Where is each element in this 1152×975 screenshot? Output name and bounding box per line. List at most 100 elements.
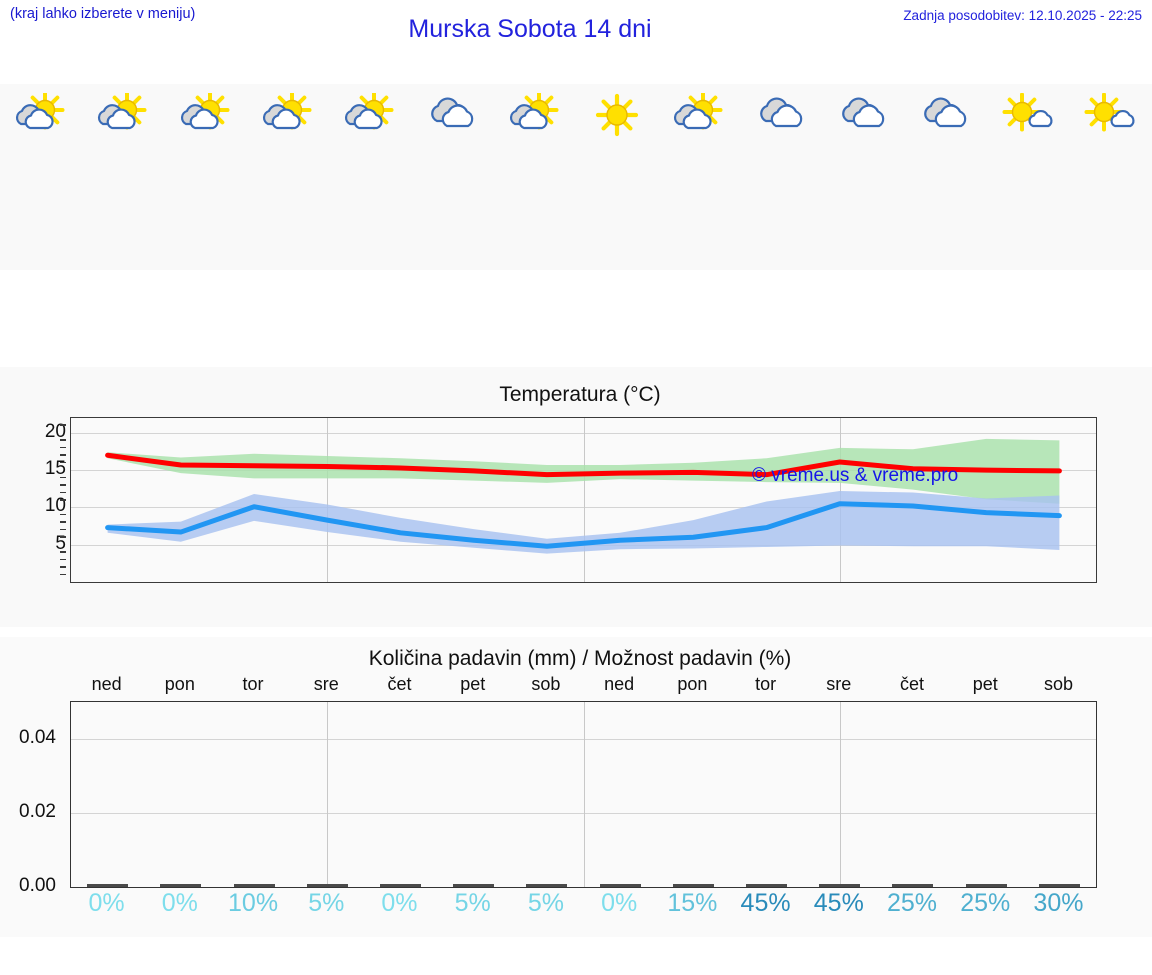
- temperature-y-minor-tick: [60, 573, 66, 576]
- precipitation-day-label: ned: [604, 674, 635, 694]
- precipitation-bar: [672, 884, 714, 887]
- page-title: Murska Sobota 14 dni: [408, 15, 652, 43]
- forecast-day-column[interactable]: [494, 84, 576, 270]
- temperature-y-minor-tick: [60, 484, 66, 486]
- precipitation-day-label: čet: [387, 674, 412, 694]
- cloudy-icon: [424, 93, 482, 137]
- precipitation-bar: [526, 884, 568, 887]
- mostly-sunny-icon: [1082, 93, 1140, 137]
- forecast-day-column[interactable]: [741, 84, 823, 270]
- gridline-vertical: [839, 702, 841, 887]
- cloudy-icon: [917, 93, 975, 137]
- forecast-day-column[interactable]: [905, 84, 987, 270]
- temperature-y-minor-tick: [60, 454, 66, 456]
- precipitation-x-axis-labels: ned pon tor sre čet pet sob ned pon tor sre čet pet s…: [70, 674, 1095, 698]
- precipitation-day-label: sob: [531, 674, 561, 694]
- temperature-y-minor-tick: [60, 424, 66, 426]
- precipitation-day-label: sob: [1043, 674, 1073, 694]
- precipitation-y-tick-label: 0.02: [19, 801, 56, 822]
- temperature-y-minor-tick: [60, 439, 66, 441]
- temperature-y-tick-label: 20: [44, 420, 66, 442]
- precipitation-chart-title: Količina padavin (mm) / Možnost padavin …: [368, 647, 792, 670]
- precipitation-probability-label: 15%: [667, 889, 718, 917]
- precipitation-probability-label: 0%: [88, 889, 125, 917]
- precipitation-bar: [453, 884, 495, 887]
- temperature-y-tick-label: 10: [44, 495, 66, 517]
- page-header: (kraj lahko izberete v meniju) Murska So…: [0, 0, 1152, 62]
- last-update-text: Zadnja posodobitev: 12.10.2025 - 22:25: [903, 8, 1142, 23]
- temperature-y-minor-tick: [60, 446, 66, 449]
- precipitation-y-axis: 0.00 0.02 0.04: [0, 701, 64, 896]
- forecast-day-column[interactable]: [0, 84, 82, 270]
- temperature-y-minor-tick: [60, 566, 66, 568]
- precipitation-bar: [379, 884, 421, 887]
- forecast-day-column[interactable]: [165, 84, 247, 270]
- sunny-icon: [588, 93, 646, 137]
- temperature-y-minor-tick: [60, 528, 66, 531]
- forecast-day-column[interactable]: [411, 84, 493, 270]
- menu-hint-text: (kraj lahko izberete v meniju): [10, 6, 196, 22]
- forecast-day-column[interactable]: [658, 84, 740, 270]
- precipitation-probability-label: 5%: [454, 889, 491, 917]
- precipitation-day-label: tor: [242, 674, 264, 694]
- forecast-day-column[interactable]: [82, 84, 164, 270]
- partly-cloudy-icon: [94, 93, 152, 137]
- temperature-y-minor-tick: [60, 491, 66, 494]
- partly-cloudy-icon: [12, 93, 70, 137]
- gridline-vertical: [327, 702, 329, 887]
- precipitation-probability-label: 0%: [601, 889, 638, 917]
- temperature-y-minor-tick: [60, 499, 66, 501]
- precipitation-bar: [599, 884, 641, 887]
- partly-cloudy-icon: [670, 93, 728, 137]
- precipitation-probability-row: 0% 0% 10% 5% 0% 5% 5% 0% 15% 45% 45% 25% 25% 30%: [70, 889, 1095, 929]
- mostly-sunny-icon: [1000, 93, 1058, 137]
- partly-cloudy-icon: [341, 93, 399, 137]
- precipitation-probability-label: 25%: [960, 889, 1011, 917]
- precipitation-probability-label: 30%: [1033, 889, 1084, 917]
- precipitation-chart-panel: Količina padavin (mm) / Možnost padavin …: [0, 637, 1152, 937]
- temperature-y-minor-tick: [60, 521, 66, 523]
- temperature-chart-panel: Temperatura (°C) 5 10 15 20: [0, 367, 1152, 627]
- gridline-vertical: [583, 702, 585, 887]
- gridline-vertical: [327, 418, 329, 582]
- precipitation-bar: [306, 884, 348, 887]
- temperature-y-axis: 5 10 15 20: [0, 417, 66, 581]
- precipitation-probability-label: 25%: [886, 889, 938, 917]
- precipitation-bar: [965, 884, 1007, 887]
- temperature-y-minor-tick: [60, 536, 66, 538]
- forecast-day-column[interactable]: [329, 84, 411, 270]
- forecast-day-column[interactable]: [1070, 84, 1152, 270]
- precipitation-probability-label: 0%: [381, 889, 418, 917]
- partly-cloudy-icon: [177, 93, 235, 137]
- precipitation-probability-label: 5%: [308, 889, 345, 917]
- temperature-y-minor-tick: [60, 513, 66, 516]
- precipitation-day-label: pet: [972, 674, 998, 694]
- precipitation-bar: [819, 884, 861, 887]
- precipitation-day-label: tor: [755, 674, 777, 694]
- partly-cloudy-icon: [506, 93, 564, 137]
- precipitation-bar: [1038, 884, 1080, 887]
- forecast-day-column[interactable]: [823, 84, 905, 270]
- forecast-day-strip: [0, 84, 1152, 270]
- forecast-day-column[interactable]: [247, 84, 329, 270]
- precipitation-plot-area: [70, 701, 1097, 888]
- precipitation-day-label: ned: [91, 674, 122, 694]
- watermark-text: © vreme.us & vreme.pro: [752, 465, 959, 486]
- precipitation-y-tick-label: 0.04: [19, 727, 56, 748]
- precipitation-bar: [892, 884, 934, 887]
- temperature-y-minor-tick: [60, 476, 66, 479]
- forecast-day-column[interactable]: [987, 84, 1069, 270]
- cloudy-icon: [835, 93, 893, 137]
- precipitation-bar: [233, 884, 275, 887]
- precipitation-day-label: sre: [313, 674, 339, 694]
- precipitation-day-label: pon: [677, 674, 708, 694]
- temperature-plot-area: [70, 417, 1097, 583]
- precipitation-probability-label: 45%: [813, 889, 864, 917]
- precipitation-probability-label: 0%: [161, 889, 198, 917]
- precipitation-probability-label: 10%: [228, 889, 279, 917]
- precipitation-day-label: sre: [826, 674, 852, 694]
- forecast-day-column[interactable]: [576, 84, 658, 270]
- temperature-y-tick-label: 5: [55, 532, 66, 554]
- precipitation-y-tick-label: 0.00: [19, 875, 56, 896]
- temperature-chart-title: Temperatura (°C): [499, 383, 661, 406]
